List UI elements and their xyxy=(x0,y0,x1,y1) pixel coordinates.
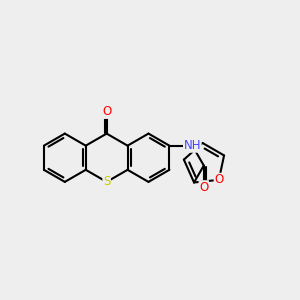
Text: O: O xyxy=(214,173,224,186)
Text: O: O xyxy=(199,181,208,194)
Text: S: S xyxy=(103,176,110,188)
Text: O: O xyxy=(102,105,111,119)
Text: NH: NH xyxy=(184,139,201,152)
